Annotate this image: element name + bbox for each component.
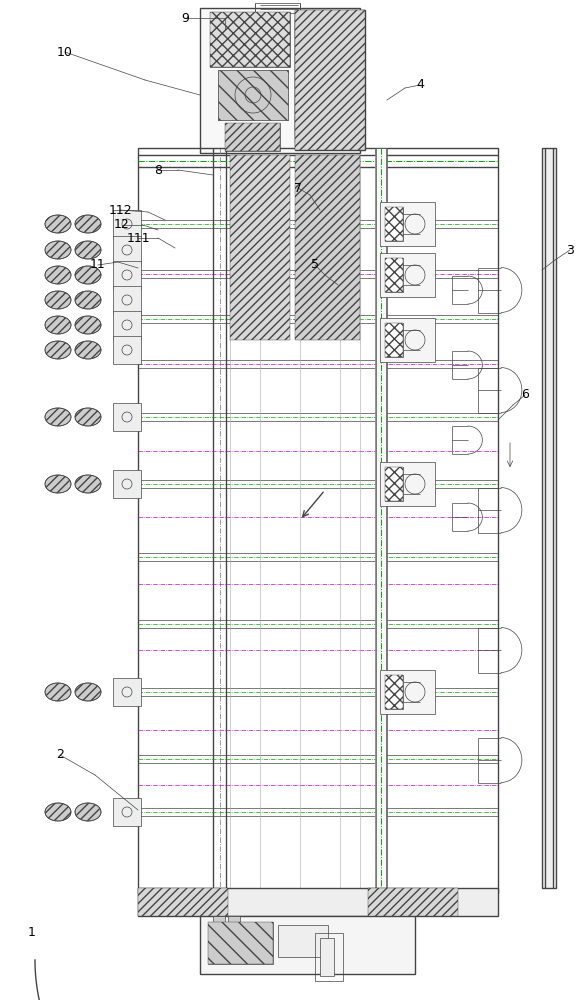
Bar	[200, 916, 415, 974]
Bar	[295, 12, 360, 142]
Bar	[113, 261, 141, 289]
Text: 2: 2	[56, 748, 64, 762]
Ellipse shape	[45, 291, 71, 309]
Bar	[213, 916, 225, 926]
Bar	[385, 675, 403, 709]
Bar	[113, 798, 141, 826]
Bar	[255, 3, 300, 13]
Text: 1: 1	[28, 926, 36, 938]
Ellipse shape	[45, 408, 71, 426]
Ellipse shape	[75, 266, 101, 284]
Ellipse shape	[75, 683, 101, 701]
Ellipse shape	[75, 408, 101, 426]
Ellipse shape	[75, 215, 101, 233]
Bar	[385, 323, 403, 357]
Text: 8: 8	[154, 163, 162, 176]
Text: 3: 3	[566, 243, 574, 256]
Bar	[218, 70, 288, 120]
Bar	[113, 470, 141, 498]
Bar	[368, 888, 458, 916]
Text: 5: 5	[311, 258, 319, 271]
Ellipse shape	[45, 683, 71, 701]
Ellipse shape	[75, 803, 101, 821]
Bar	[385, 207, 403, 241]
Bar	[225, 123, 280, 151]
Bar	[295, 10, 365, 150]
Ellipse shape	[75, 291, 101, 309]
Bar	[138, 888, 228, 916]
Bar	[380, 253, 435, 297]
Ellipse shape	[75, 341, 101, 359]
Bar	[385, 467, 403, 501]
Bar	[278, 925, 328, 957]
Bar	[113, 403, 141, 431]
Bar	[225, 123, 280, 151]
Bar	[385, 258, 403, 292]
Bar	[385, 207, 403, 241]
Bar	[113, 311, 141, 339]
Bar	[385, 258, 403, 292]
Bar	[200, 8, 360, 153]
Bar	[315, 933, 343, 981]
Ellipse shape	[75, 316, 101, 334]
Bar	[228, 916, 240, 926]
Bar	[380, 462, 435, 506]
Bar	[295, 10, 365, 150]
Ellipse shape	[75, 475, 101, 493]
Bar	[230, 155, 290, 340]
Ellipse shape	[45, 266, 71, 284]
Bar	[380, 670, 435, 714]
Bar	[542, 148, 556, 888]
Bar	[385, 675, 403, 709]
Text: 4: 4	[416, 79, 424, 92]
Bar	[385, 467, 403, 501]
Ellipse shape	[45, 316, 71, 334]
Bar	[113, 678, 141, 706]
Bar	[208, 922, 273, 964]
Text: 7: 7	[294, 182, 302, 194]
Bar	[295, 155, 360, 340]
Text: 112: 112	[108, 204, 132, 217]
Text: 6: 6	[521, 388, 529, 401]
Text: 111: 111	[126, 232, 150, 244]
Bar	[208, 922, 273, 964]
Bar	[138, 888, 498, 916]
Ellipse shape	[75, 241, 101, 259]
Text: 10: 10	[57, 45, 73, 58]
Bar	[138, 148, 498, 893]
Text: 9: 9	[181, 11, 189, 24]
Ellipse shape	[45, 215, 71, 233]
Bar	[113, 210, 141, 238]
Bar	[113, 286, 141, 314]
Ellipse shape	[45, 341, 71, 359]
Bar	[380, 202, 435, 246]
Bar	[210, 12, 290, 67]
Bar	[295, 20, 360, 135]
Ellipse shape	[45, 475, 71, 493]
Ellipse shape	[45, 803, 71, 821]
Bar	[375, 148, 387, 888]
Bar	[320, 938, 334, 976]
Bar	[385, 323, 403, 357]
Ellipse shape	[45, 241, 71, 259]
Text: 11: 11	[90, 258, 106, 271]
Text: 12: 12	[114, 219, 130, 232]
Bar	[218, 70, 288, 120]
Bar	[113, 336, 141, 364]
Bar	[210, 12, 290, 67]
Bar	[113, 236, 141, 264]
Bar	[380, 318, 435, 362]
